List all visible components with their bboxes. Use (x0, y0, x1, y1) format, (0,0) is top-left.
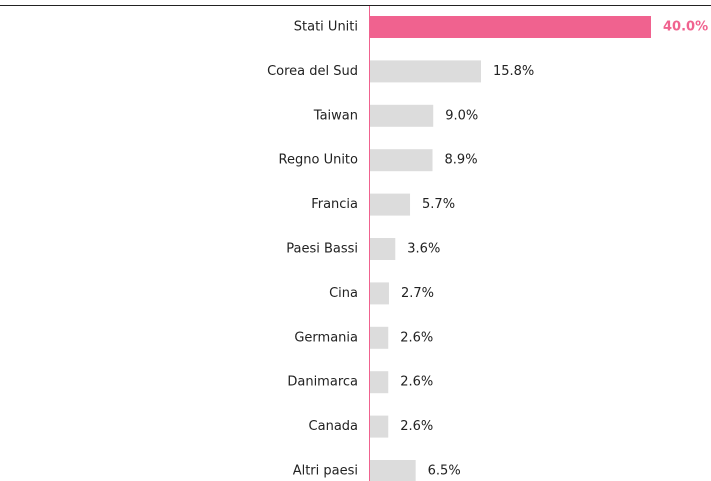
bar (370, 238, 396, 260)
value-label: 2.7% (401, 286, 434, 301)
category-label: Paesi Bassi (286, 242, 358, 257)
value-label: 9.0% (445, 108, 478, 123)
bar (370, 149, 433, 172)
bar (370, 282, 389, 305)
category-label: Cina (329, 286, 358, 301)
value-label: 3.6% (407, 242, 440, 257)
category-label: Regno Unito (279, 153, 358, 168)
value-label: 40.0% (663, 20, 708, 35)
category-label: Francia (311, 197, 358, 212)
bar (370, 415, 389, 438)
category-label: Germania (294, 330, 358, 345)
category-label: Stati Uniti (294, 20, 358, 35)
value-label: 2.6% (400, 375, 433, 390)
bar (370, 371, 389, 394)
category-label: Altri paesi (293, 464, 358, 479)
value-label: 5.7% (422, 197, 455, 212)
value-label: 8.9% (445, 153, 478, 168)
bar (370, 16, 651, 38)
category-label: Corea del Sud (267, 64, 358, 79)
bar (370, 326, 389, 349)
bar (370, 193, 411, 216)
value-label: 2.6% (400, 419, 433, 434)
value-label: 2.6% (400, 330, 433, 345)
bar (370, 460, 416, 481)
category-label: Canada (309, 419, 358, 434)
bar (370, 104, 434, 127)
category-label: Danimarca (287, 375, 358, 390)
value-label: 15.8% (493, 64, 534, 79)
bar (370, 60, 481, 83)
value-label: 6.5% (428, 464, 461, 479)
category-label: Taiwan (313, 108, 358, 123)
